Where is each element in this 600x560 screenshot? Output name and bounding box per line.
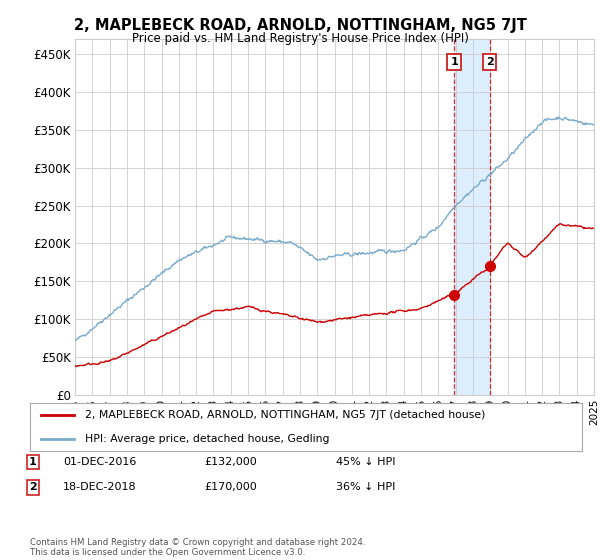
Text: 36% ↓ HPI: 36% ↓ HPI [336, 482, 395, 492]
Text: Price paid vs. HM Land Registry's House Price Index (HPI): Price paid vs. HM Land Registry's House … [131, 32, 469, 45]
Text: 18-DEC-2018: 18-DEC-2018 [63, 482, 137, 492]
Text: 45% ↓ HPI: 45% ↓ HPI [336, 457, 395, 467]
Text: HPI: Average price, detached house, Gedling: HPI: Average price, detached house, Gedl… [85, 434, 330, 444]
Text: Contains HM Land Registry data © Crown copyright and database right 2024.
This d: Contains HM Land Registry data © Crown c… [30, 538, 365, 557]
Text: 2, MAPLEBECK ROAD, ARNOLD, NOTTINGHAM, NG5 7JT: 2, MAPLEBECK ROAD, ARNOLD, NOTTINGHAM, N… [74, 18, 526, 33]
Text: 2: 2 [485, 57, 493, 67]
Text: 2, MAPLEBECK ROAD, ARNOLD, NOTTINGHAM, NG5 7JT (detached house): 2, MAPLEBECK ROAD, ARNOLD, NOTTINGHAM, N… [85, 410, 485, 420]
Bar [454, 39, 490, 395]
Text: £170,000: £170,000 [204, 482, 257, 492]
Text: 1: 1 [29, 457, 37, 467]
Text: 01-DEC-2016: 01-DEC-2016 [63, 457, 136, 467]
Text: £132,000: £132,000 [204, 457, 257, 467]
Text: 2: 2 [29, 482, 37, 492]
Text: 1: 1 [451, 57, 458, 67]
